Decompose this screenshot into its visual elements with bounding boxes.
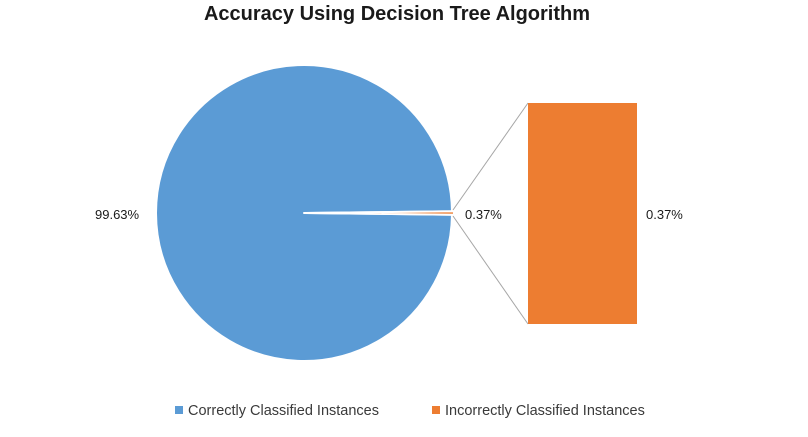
pie-group	[155, 64, 455, 362]
data-label-incorrect: 0.37%	[465, 207, 502, 222]
secondary-bar-segment	[528, 103, 637, 324]
data-label-correct: 99.63%	[95, 207, 140, 222]
legend-label-incorrect: Incorrectly Classified Instances	[445, 403, 645, 419]
legend-swatch-correct	[175, 406, 183, 414]
legend-label-correct: Correctly Classified Instances	[188, 403, 379, 419]
connector-line-top	[452, 102, 529, 211]
pie-slice-correct	[155, 64, 453, 362]
legend: Correctly Classified Instances Incorrect…	[175, 403, 645, 419]
connector-line-bottom	[452, 215, 529, 325]
chart-title: Accuracy Using Decision Tree Algorithm	[204, 3, 590, 25]
pie-slice-incorrect	[305, 210, 455, 216]
data-label-bar: 0.37%	[646, 207, 683, 222]
legend-swatch-incorrect	[432, 406, 440, 414]
